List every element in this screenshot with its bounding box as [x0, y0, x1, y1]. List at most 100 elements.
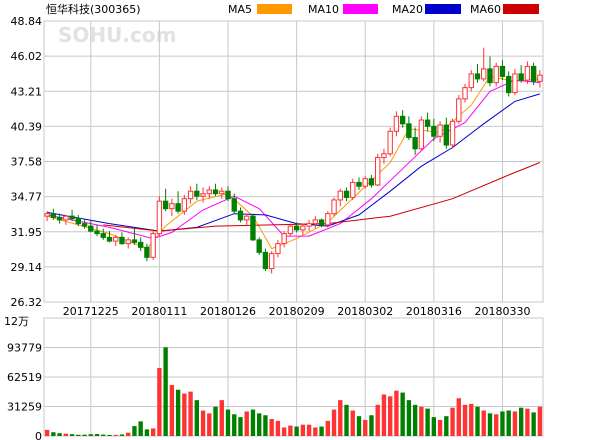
volume-bar — [69, 434, 75, 436]
volume-bar — [400, 392, 405, 436]
candle-body — [162, 200, 169, 210]
candle — [231, 193, 237, 214]
candle-body — [287, 225, 294, 235]
volume-bar — [300, 424, 306, 436]
volume-bar — [344, 404, 349, 436]
volume-bar — [363, 419, 368, 436]
candle — [44, 211, 50, 222]
volume-bar — [51, 432, 56, 436]
candle — [368, 174, 375, 188]
watermark-logo: SOHU.com — [58, 23, 176, 47]
candle-body — [418, 119, 425, 150]
candle — [456, 95, 462, 124]
volume-bar — [306, 424, 312, 436]
volume-bar — [381, 394, 387, 436]
candle — [194, 183, 200, 200]
candle-body — [44, 213, 50, 217]
volume-tick-label: 0 — [35, 430, 42, 440]
volume-bar — [481, 410, 486, 436]
candle-body — [506, 75, 512, 94]
volume-bar — [313, 427, 318, 436]
volume-unit-label: 12万 — [4, 315, 29, 328]
volume-bar — [119, 434, 125, 436]
candlesticks — [44, 47, 543, 274]
volume-bar — [288, 425, 293, 436]
candle-body — [449, 120, 456, 146]
candle — [512, 68, 518, 96]
moving-average-lines — [46, 75, 541, 250]
volume-bar — [437, 419, 443, 436]
candle — [431, 118, 437, 142]
candle — [281, 231, 287, 248]
volume-bar — [113, 434, 118, 436]
candle-body — [300, 225, 306, 231]
volume-bar — [325, 420, 330, 436]
price-tick-label: 34.77 — [11, 191, 43, 204]
volume-bar — [269, 419, 274, 436]
volume-bar — [238, 417, 243, 436]
candle — [119, 232, 125, 245]
volume-bar — [462, 404, 468, 436]
candle-body — [331, 199, 337, 215]
candle-body — [337, 190, 343, 201]
candle-body — [512, 73, 518, 94]
volume-bar — [132, 426, 137, 436]
date-tick-label: 20171225 — [63, 305, 119, 318]
candle-body — [530, 65, 537, 82]
candle-body — [206, 189, 212, 195]
legend-label-ma20: MA20 — [392, 3, 423, 16]
candle — [393, 111, 400, 137]
candle — [187, 186, 194, 204]
chart-title: 恒华科技(300365) — [46, 2, 141, 16]
candle-body — [144, 246, 150, 258]
candle — [106, 231, 113, 243]
candle — [487, 56, 493, 87]
candle-body — [237, 210, 244, 221]
candle-body — [268, 253, 275, 270]
volume-bar — [88, 434, 93, 436]
volume-bar — [144, 429, 150, 436]
candle-body — [244, 215, 250, 221]
legend-swatch-ma60 — [503, 4, 539, 14]
volume-bar — [257, 413, 262, 436]
candle — [343, 187, 350, 202]
candle-body — [225, 190, 231, 200]
volume-bar — [163, 347, 168, 436]
candle-body — [50, 213, 57, 218]
volume-bar — [82, 434, 87, 436]
candle — [50, 208, 57, 220]
volume-bar — [419, 406, 424, 436]
candle-body — [88, 225, 94, 232]
volume-bar — [150, 428, 156, 436]
price-tick-label: 46.02 — [11, 50, 43, 63]
volume-bar — [182, 393, 187, 436]
volume-bar — [281, 427, 287, 436]
candle — [262, 248, 269, 272]
price-axis: 48.84 46.02 43.21 40.39 37.58 34.77 31.95 29.14… — [11, 15, 43, 309]
candle — [200, 187, 206, 203]
volume-bar — [175, 389, 181, 436]
candle — [375, 153, 381, 187]
candle-body — [56, 216, 63, 221]
candle-body — [219, 190, 225, 195]
candle-body — [275, 243, 281, 255]
candle — [462, 83, 468, 103]
candle — [162, 188, 169, 212]
candle — [268, 251, 275, 274]
candle — [337, 188, 343, 207]
volume-bar — [338, 400, 343, 436]
candle — [468, 70, 474, 92]
ma20-line — [47, 93, 541, 232]
candle-body — [312, 219, 319, 225]
volume-bar — [512, 411, 518, 436]
candle-body — [524, 65, 531, 81]
candle-body — [113, 236, 119, 242]
volume-bar — [369, 415, 374, 436]
price-tick-label: 31.95 — [11, 226, 43, 239]
candle-body — [368, 178, 375, 186]
candle-body — [393, 115, 400, 132]
date-tick-label: 20180316 — [406, 305, 462, 318]
price-tick-label: 26.32 — [11, 296, 43, 309]
candle — [237, 207, 244, 223]
volume-bar — [356, 416, 362, 436]
